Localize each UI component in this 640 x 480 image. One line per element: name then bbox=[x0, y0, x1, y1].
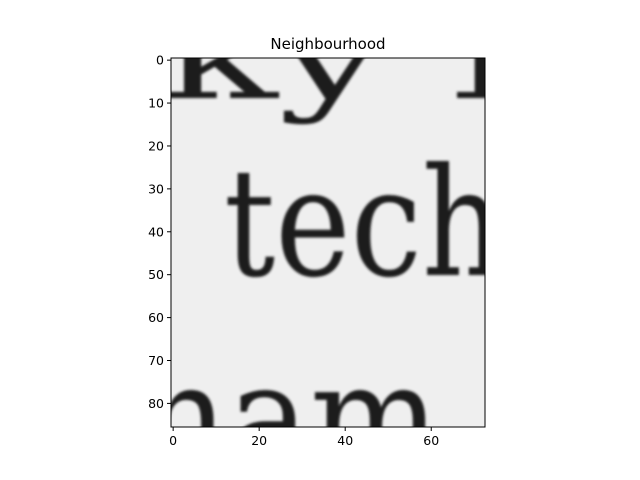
x-tick-label: 60 bbox=[423, 433, 439, 448]
text-row-top: ky I bbox=[162, 0, 522, 126]
x-tick-label: 40 bbox=[337, 433, 353, 448]
y-tick-label: 30 bbox=[148, 181, 164, 196]
x-tick-label: 0 bbox=[169, 433, 177, 448]
y-tick-label: 50 bbox=[148, 267, 164, 282]
text-row-middle: tech bbox=[224, 137, 504, 311]
y-tick-label: 20 bbox=[148, 138, 164, 153]
image-area: ky I tech nam bbox=[140, 0, 522, 480]
text-row-bottom: nam bbox=[140, 332, 440, 480]
x-tick-label: 20 bbox=[251, 433, 267, 448]
x-axis: 0 20 40 60 bbox=[169, 427, 439, 448]
y-axis: 0 10 20 30 40 50 60 70 80 bbox=[148, 53, 171, 411]
y-tick-label: 10 bbox=[148, 96, 164, 111]
y-tick-label: 0 bbox=[156, 53, 164, 68]
chart-title: Neighbourhood bbox=[270, 35, 385, 53]
y-tick-label: 60 bbox=[148, 310, 164, 325]
y-tick-label: 80 bbox=[148, 396, 164, 411]
y-tick-label: 70 bbox=[148, 353, 164, 368]
y-tick-label: 40 bbox=[148, 224, 164, 239]
